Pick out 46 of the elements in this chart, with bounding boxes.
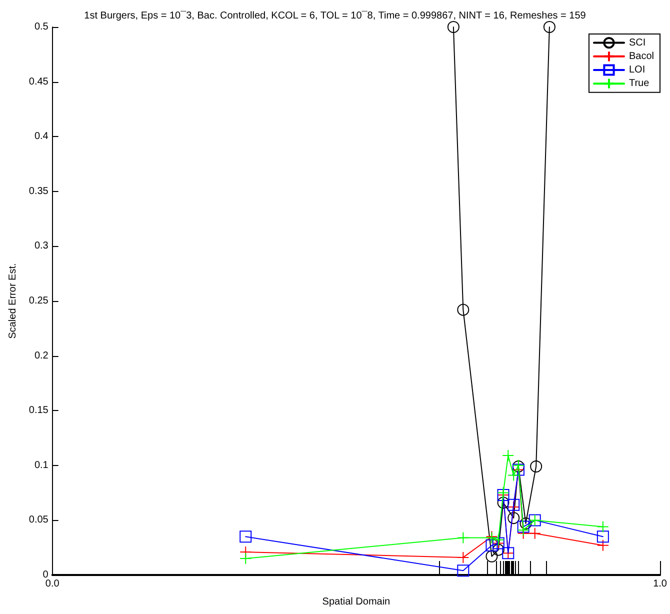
- point: [457, 532, 470, 544]
- point: [492, 544, 504, 556]
- y-tick-label: 0.45: [28, 76, 49, 88]
- legend-label: SCI: [628, 37, 646, 48]
- point: [520, 517, 532, 530]
- point: [530, 460, 542, 472]
- point: [543, 21, 556, 33]
- point: [508, 469, 520, 482]
- point: [492, 534, 504, 546]
- legend-label: True: [628, 78, 650, 90]
- legend-label: LOI: [628, 64, 646, 76]
- y-tick-label: 0.1: [34, 460, 49, 471]
- y-tick-label: 0.05: [28, 514, 49, 526]
- point: [240, 552, 252, 565]
- y-tick-label: 0.5: [34, 22, 49, 32]
- point: [508, 501, 520, 514]
- y-tick-label: 0.15: [28, 405, 49, 416]
- chart-title: 1st Burgers, Eps = 10¯3, Bac. Controlled, KCOL = 6, TOL = 10¯8, Time = 0.999867, NINT = 16, Remeshes = 159: [84, 10, 586, 22]
- y-tick-label: 0: [42, 570, 49, 580]
- point: [457, 564, 470, 577]
- x-tick-label: 1.0: [653, 578, 668, 590]
- point: [596, 530, 609, 543]
- legend-label: Bacol: [628, 50, 654, 62]
- point: [457, 304, 470, 316]
- x-axis-title: Spatial Domain: [322, 596, 390, 608]
- point: [497, 496, 510, 509]
- point: [486, 539, 498, 552]
- point: [517, 520, 530, 533]
- x-tick-label: 0.0: [45, 578, 60, 590]
- point: [517, 524, 530, 536]
- y-tick-label: 0.4: [34, 131, 49, 142]
- point: [596, 520, 609, 533]
- point: [240, 530, 252, 543]
- y-tick-label: 0.2: [34, 350, 49, 362]
- point: [457, 551, 470, 564]
- y-tick-label: 0.25: [28, 296, 49, 306]
- point: [508, 498, 520, 511]
- y-tick-label: 0.35: [28, 186, 49, 197]
- point: [447, 21, 460, 33]
- point: [508, 512, 520, 524]
- y-tick-label: 0.3: [34, 240, 49, 252]
- point: [486, 550, 498, 562]
- point: [596, 539, 609, 552]
- point: [528, 527, 541, 540]
- y-axis-title: Scaled Error Est.: [8, 263, 18, 339]
- point: [502, 450, 514, 462]
